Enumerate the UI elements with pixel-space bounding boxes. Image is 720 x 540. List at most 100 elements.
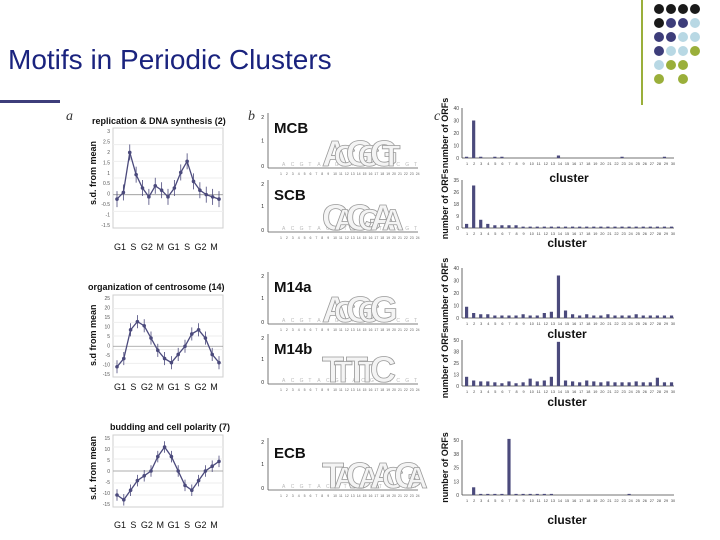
bar xyxy=(620,226,624,228)
logo-position: 23 xyxy=(410,328,414,332)
bar xyxy=(669,382,674,386)
bar xyxy=(578,315,582,318)
logo-position: 9 xyxy=(327,494,329,498)
bar-x-tick: 12 xyxy=(544,162,548,166)
logo-position: 20 xyxy=(392,172,396,176)
logo-small-letter: T xyxy=(308,226,311,232)
bar xyxy=(493,382,497,386)
bar xyxy=(528,226,532,228)
bar-x-tick: 18 xyxy=(586,232,590,236)
bar xyxy=(669,315,674,318)
series-line xyxy=(116,445,220,501)
logo-letter: A xyxy=(370,455,396,496)
logo-position: 1 xyxy=(280,388,282,392)
logo-letter: C xyxy=(358,296,380,329)
logo-small-letter: A xyxy=(352,484,356,490)
logo-small-letter: G xyxy=(405,226,409,232)
bar xyxy=(535,381,539,386)
logo-letter: A xyxy=(382,204,404,237)
logo-ytick: 2 xyxy=(261,115,264,121)
bar-x-tick: 29 xyxy=(664,390,668,394)
logo-letter: C xyxy=(334,140,356,173)
bar-x-tick: 22 xyxy=(614,499,618,503)
bar-x-tick: 22 xyxy=(614,390,618,394)
y-tick-label: 20 xyxy=(104,306,110,312)
bar-x-tick: 23 xyxy=(621,322,625,326)
logo-position: 11 xyxy=(339,236,343,240)
bar-y-tick: 25 xyxy=(453,361,459,367)
profile-title-2: organization of centrosome (14) xyxy=(88,282,225,292)
bar xyxy=(549,376,553,386)
y-tick-label: 10 xyxy=(104,325,110,331)
x-tick-label: G1 xyxy=(168,520,180,530)
logo-small-letter: C xyxy=(396,226,400,232)
logo-small-letter: T xyxy=(308,378,311,384)
x-tick-label: G2 xyxy=(195,382,207,392)
data-point xyxy=(191,179,196,184)
grid-dot xyxy=(690,18,700,28)
bar xyxy=(472,120,476,158)
data-point xyxy=(210,195,215,199)
x-tick-label: S xyxy=(184,242,190,252)
bar xyxy=(613,315,617,318)
bar-x-tick: 1 xyxy=(466,162,468,166)
data-point xyxy=(149,469,153,473)
logo-position: 7 xyxy=(315,388,317,392)
logo-position: 7 xyxy=(315,328,317,332)
motif-name: ECB xyxy=(274,445,306,462)
cluster-ylabel: number of ORFs xyxy=(440,169,450,240)
bar-x-tick: 15 xyxy=(565,499,569,503)
data-point xyxy=(198,188,202,193)
bar-x-tick: 8 xyxy=(515,499,517,503)
logo-position: 12 xyxy=(345,494,349,498)
data-point xyxy=(169,454,174,459)
logo-position: 23 xyxy=(410,494,414,498)
grid-dot xyxy=(666,4,676,14)
logo-letter: G xyxy=(358,204,381,237)
data-point xyxy=(196,328,201,332)
logo-small-letter: T xyxy=(344,378,347,384)
logo-position: 10 xyxy=(333,236,337,240)
bar-y-tick: 40 xyxy=(453,106,459,112)
logo-position: 9 xyxy=(327,172,329,176)
logo-position: 6 xyxy=(310,172,312,176)
bar xyxy=(549,226,553,228)
bar-x-tick: 13 xyxy=(551,232,555,236)
bar-x-tick: 16 xyxy=(572,162,576,166)
logo-small-letter: G xyxy=(335,484,339,490)
logo-position: 24 xyxy=(416,328,420,332)
logo-small-letter: G xyxy=(300,162,304,168)
logo-position: 20 xyxy=(392,388,396,392)
logo-small-letter: A xyxy=(317,378,321,384)
bar xyxy=(641,226,645,228)
bar-x-tick: 10 xyxy=(530,322,534,326)
bar xyxy=(556,275,561,318)
logo-position: 2 xyxy=(286,172,288,176)
bar xyxy=(479,493,483,495)
logo-small-letter: T xyxy=(344,226,347,232)
bar xyxy=(571,381,575,386)
logo-position: 9 xyxy=(327,328,329,332)
bar-x-tick: 5 xyxy=(494,162,496,166)
logo-position: 19 xyxy=(386,494,390,498)
logo-small-letter: C xyxy=(291,378,295,384)
bar xyxy=(662,315,667,318)
data-point xyxy=(147,195,151,199)
logo-small-letter: A xyxy=(388,378,392,384)
y-tick-label: 1 xyxy=(107,171,110,177)
bar xyxy=(599,382,603,386)
bar-x-tick: 13 xyxy=(551,322,555,326)
bar-x-tick: 6 xyxy=(501,390,503,394)
bar-x-tick: 19 xyxy=(593,162,597,166)
bar-x-tick: 11 xyxy=(537,499,541,503)
grid-dot xyxy=(678,60,688,70)
bar xyxy=(634,226,638,228)
bar-x-tick: 14 xyxy=(558,499,562,503)
data-point xyxy=(183,344,187,349)
bar xyxy=(613,382,617,386)
bar-y-tick: 30 xyxy=(453,279,459,285)
logo-position: 9 xyxy=(327,388,329,392)
